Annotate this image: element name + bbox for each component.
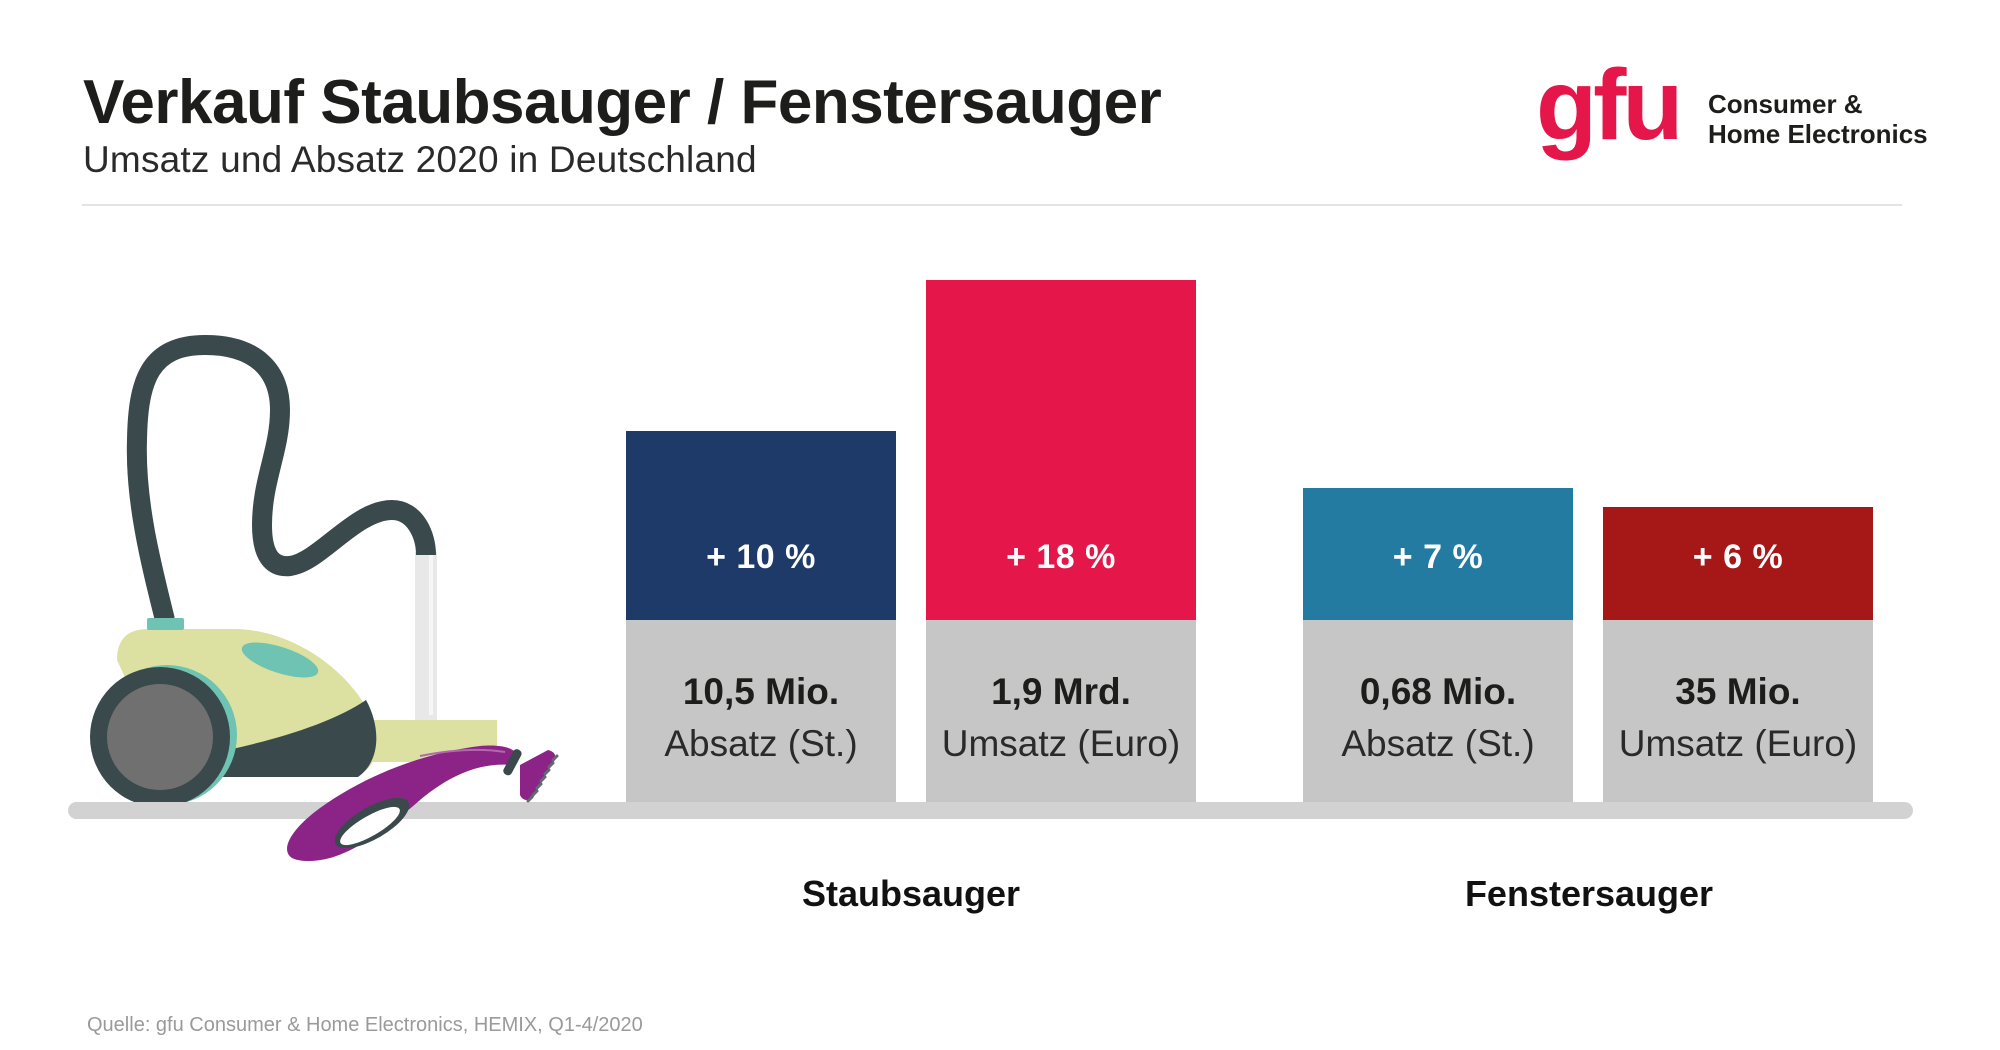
- value-label: 10,5 Mio.: [682, 671, 840, 712]
- bar-1: + 10 % 10,5 Mio. Absatz (St.): [626, 431, 896, 802]
- window-vacuum-grip: [334, 797, 410, 849]
- bar-change-segment: + 10 %: [626, 431, 896, 620]
- gfu-logo-mark: gfu: [1536, 49, 1683, 161]
- change-percent-label: + 10 %: [706, 538, 816, 576]
- category-label-fenstersauger: Fenstersauger: [1464, 873, 1714, 914]
- metric-label: Umsatz (Euro): [1618, 723, 1858, 764]
- vacuum-body-bottom: [200, 700, 377, 777]
- bar-4: + 6 % 35 Mio. Umsatz (Euro): [1603, 507, 1873, 802]
- value-label: 35 Mio.: [1675, 671, 1801, 712]
- bar-value-segment: 1,9 Mrd. Umsatz (Euro): [926, 620, 1196, 802]
- window-vacuum-neck: [503, 749, 522, 776]
- vacuum-hose: [126, 334, 436, 623]
- vacuum-button: [241, 642, 319, 678]
- change-percent-label: + 18 %: [1006, 538, 1116, 576]
- bar-value-segment: 0,68 Mio. Absatz (St.): [1303, 620, 1573, 802]
- change-percent-label: + 6 %: [1692, 538, 1784, 576]
- vacuum-hose-collar: [147, 618, 184, 630]
- floor-baseline: [68, 802, 1913, 819]
- logo-text-line-1: Consumer &: [1708, 89, 1863, 119]
- window-vacuum-highlight: [419, 748, 506, 757]
- bar-value-segment: 10,5 Mio. Absatz (St.): [626, 620, 896, 802]
- vacuum-nozzle-base: [370, 720, 497, 762]
- bar-value-segment: 35 Mio. Umsatz (Euro): [1603, 620, 1873, 802]
- category-label-staubsauger: Staubsauger: [801, 873, 1021, 914]
- window-vacuum-head: [520, 750, 556, 801]
- header-divider: [82, 204, 1902, 206]
- vacuum-pipe-highlight: [429, 555, 433, 715]
- bar-change-segment: + 18 %: [926, 280, 1196, 620]
- window-vacuum-bristles: [526, 754, 559, 803]
- vacuum-pipe: [415, 552, 437, 720]
- metric-label: Absatz (St.): [1341, 723, 1535, 764]
- metric-label: Absatz (St.): [664, 723, 858, 764]
- bar-change-segment: + 7 %: [1303, 488, 1573, 620]
- chart-subtitle: Umsatz und Absatz 2020 in Deutschland: [83, 139, 757, 180]
- logo-text-line-2: Home Electronics: [1708, 119, 1928, 149]
- vacuum-wheel-rim: [97, 665, 237, 805]
- value-label: 1,9 Mrd.: [991, 671, 1131, 712]
- bar-3: + 7 % 0,68 Mio. Absatz (St.): [1303, 488, 1573, 802]
- vacuum-wheel: [90, 667, 230, 807]
- metric-label: Umsatz (Euro): [941, 723, 1181, 764]
- bar-change-segment: + 6 %: [1603, 507, 1873, 620]
- vacuum-wheel-hub: [107, 684, 213, 790]
- bar-2: + 18 % 1,9 Mrd. Umsatz (Euro): [926, 280, 1196, 802]
- vacuum-body: [117, 629, 377, 777]
- change-percent-label: + 7 %: [1392, 538, 1484, 576]
- chart-title: Verkauf Staubsauger / Fenstersauger: [83, 68, 1162, 137]
- vacuum-cleaner-icon: [90, 334, 497, 807]
- value-label: 0,68 Mio.: [1359, 671, 1517, 712]
- source-note: Quelle: gfu Consumer & Home Electronics,…: [87, 1014, 643, 1036]
